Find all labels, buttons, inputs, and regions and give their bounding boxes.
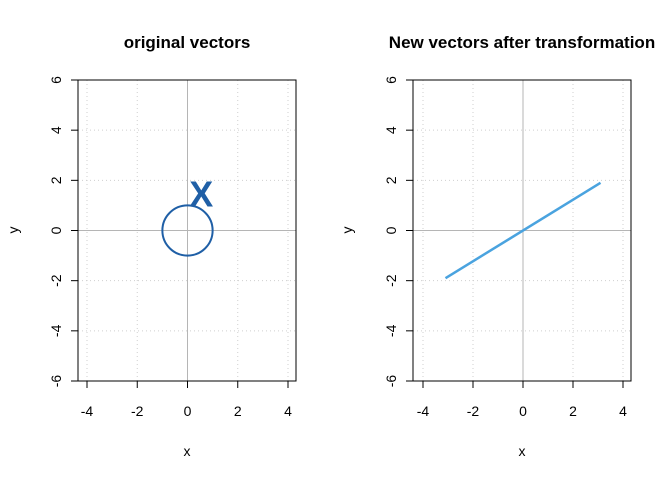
x-tick-label: 0 bbox=[519, 403, 527, 419]
panel-2-title: New vectors after transformation bbox=[389, 33, 655, 52]
panel-1-x-ticks: -4 -2 0 2 4 bbox=[81, 381, 292, 419]
x-tick-label: 2 bbox=[234, 403, 242, 419]
vector-x-annotation: X bbox=[189, 174, 213, 215]
y-tick-label: -4 bbox=[383, 324, 399, 337]
y-tick-label: -6 bbox=[48, 375, 64, 388]
y-tick-label: -2 bbox=[383, 274, 399, 287]
panel-2-x-ticks: -4 -2 0 2 4 bbox=[417, 381, 627, 419]
panel-2-y-ticks: -6 -4 -2 0 2 4 6 bbox=[383, 76, 413, 387]
y-tick-label: 4 bbox=[48, 126, 64, 134]
unit-circle-series bbox=[161, 204, 214, 257]
transformed-line-series bbox=[444, 181, 602, 280]
y-tick-label: 2 bbox=[383, 176, 399, 184]
y-tick-label: 2 bbox=[48, 176, 64, 184]
x-tick-label: 0 bbox=[184, 403, 192, 419]
y-tick-label: -6 bbox=[383, 375, 399, 388]
x-tick-label: 2 bbox=[569, 403, 577, 419]
y-tick-label: 6 bbox=[383, 76, 399, 84]
y-tick-label: 0 bbox=[383, 226, 399, 234]
panel-1-title: original vectors bbox=[124, 33, 251, 52]
y-tick-label: 0 bbox=[48, 226, 64, 234]
y-tick-label: 4 bbox=[383, 126, 399, 134]
x-tick-label: -4 bbox=[417, 403, 430, 419]
panel-1-x-label: x bbox=[184, 443, 191, 459]
y-tick-label: -4 bbox=[48, 324, 64, 337]
panel-2-y-label: y bbox=[339, 227, 355, 234]
panel-2-x-label: x bbox=[519, 443, 526, 459]
panel-1-y-label: y bbox=[5, 227, 21, 234]
panel-2-marks bbox=[444, 181, 602, 280]
x-tick-label: 4 bbox=[619, 403, 627, 419]
y-tick-label: -2 bbox=[48, 274, 64, 287]
y-tick-label: 6 bbox=[48, 76, 64, 84]
x-tick-label: -4 bbox=[81, 403, 94, 419]
x-tick-label: -2 bbox=[467, 403, 480, 419]
panel-1-y-ticks: -6 -4 -2 0 2 4 6 bbox=[48, 76, 78, 387]
x-tick-label: -2 bbox=[131, 403, 144, 419]
x-tick-label: 4 bbox=[284, 403, 292, 419]
panel-1-zero-lines bbox=[78, 80, 296, 381]
panel-1-marks: X bbox=[161, 174, 214, 257]
panel-transformed: New vectors after transformation -4 -2 0 2 4… bbox=[339, 33, 655, 459]
